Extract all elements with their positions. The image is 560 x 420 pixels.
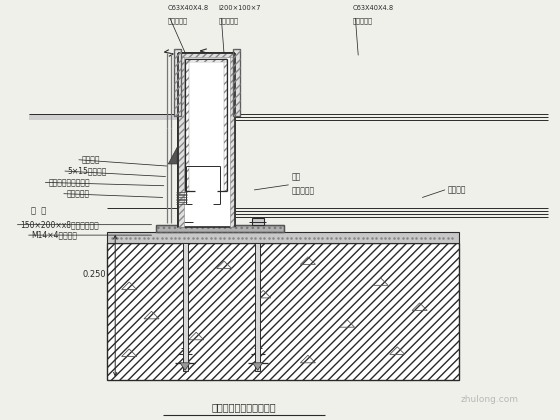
Bar bbox=[251, 218, 264, 226]
Bar bbox=[156, 226, 284, 232]
Bar bbox=[185, 59, 227, 62]
Text: 铝合金角铝玻璃托条: 铝合金角铝玻璃托条 bbox=[48, 178, 90, 187]
Text: 室  外: 室 外 bbox=[31, 206, 46, 215]
Bar bbox=[178, 53, 235, 227]
Text: 表面氧喷涂: 表面氧喷涂 bbox=[218, 17, 239, 24]
Bar bbox=[178, 53, 235, 57]
Bar bbox=[107, 232, 459, 244]
Bar bbox=[174, 49, 180, 116]
Text: 0.250: 0.250 bbox=[83, 270, 106, 279]
Text: 表面氧喷涂: 表面氧喷涂 bbox=[167, 17, 187, 24]
Bar bbox=[29, 114, 178, 120]
Bar bbox=[183, 244, 188, 371]
Text: zhulong.com: zhulong.com bbox=[460, 395, 519, 404]
Bar bbox=[223, 59, 227, 191]
Text: 表面氧喷涂: 表面氧喷涂 bbox=[353, 17, 372, 24]
Text: C63X40X4.8: C63X40X4.8 bbox=[353, 5, 394, 11]
Bar bbox=[185, 59, 189, 191]
Bar bbox=[233, 49, 240, 116]
Polygon shape bbox=[168, 147, 177, 164]
Text: 钢板: 钢板 bbox=[291, 173, 300, 181]
Text: C63X40X4.8: C63X40X4.8 bbox=[167, 5, 208, 11]
Text: M14×4化学螺栓: M14×4化学螺栓 bbox=[31, 231, 77, 240]
Polygon shape bbox=[180, 363, 190, 370]
Polygon shape bbox=[253, 363, 263, 370]
Text: 150×200×x8厚后置钢垫板: 150×200×x8厚后置钢垫板 bbox=[20, 220, 99, 229]
Text: I200×100×7: I200×100×7 bbox=[218, 5, 261, 11]
Text: 5×15自攻螺钉: 5×15自攻螺钉 bbox=[68, 167, 107, 176]
Text: 钢化玻璃: 钢化玻璃 bbox=[82, 155, 100, 164]
Bar bbox=[178, 53, 184, 227]
Bar bbox=[107, 244, 459, 380]
Text: 玻璃房立柱下部竖剖节点: 玻璃房立柱下部竖剖节点 bbox=[211, 402, 276, 412]
Bar bbox=[179, 218, 191, 226]
Bar bbox=[233, 49, 240, 116]
Text: 表面氧喷涂: 表面氧喷涂 bbox=[291, 186, 314, 196]
Bar bbox=[230, 53, 235, 227]
Bar bbox=[255, 244, 260, 371]
Text: 耐候密封胶: 耐候密封胶 bbox=[67, 189, 90, 198]
Bar bbox=[174, 49, 180, 116]
Bar bbox=[156, 226, 284, 232]
Text: 室内地面: 室内地面 bbox=[447, 185, 466, 194]
